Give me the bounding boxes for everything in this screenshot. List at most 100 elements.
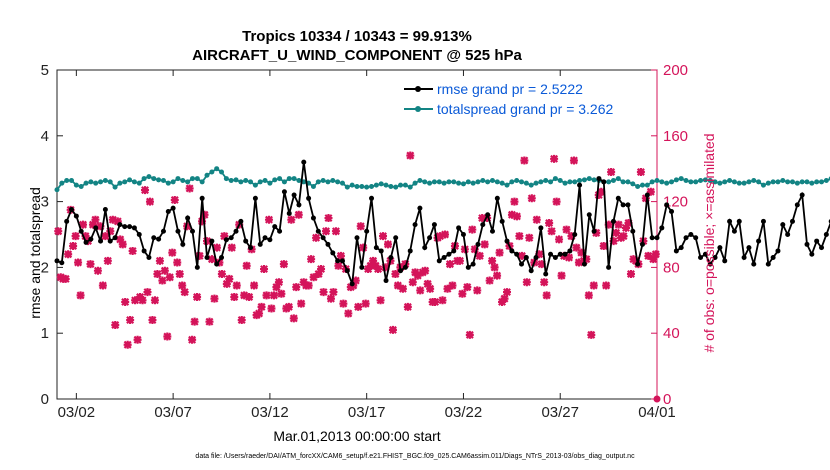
obs-assimilated-point [284, 302, 293, 311]
obs-assimilated-point [170, 195, 179, 204]
obs-assimilated-point [475, 251, 484, 260]
rmse-point [330, 250, 336, 256]
legend: rmse grand pr = 2.5222 totalspread grand… [400, 77, 648, 119]
totalspread-point [243, 178, 249, 184]
obs-assimilated-point [599, 242, 608, 251]
y-tick-label-left: 3 [41, 194, 49, 211]
totalspread-point [485, 179, 491, 185]
obs-assimilated-point [488, 256, 497, 265]
obs-assimilated-point [626, 269, 635, 278]
obs-assimilated-point [240, 291, 249, 300]
rmse-point [422, 245, 428, 251]
rmse-point [199, 195, 205, 201]
y-tick-label-right: 160 [663, 128, 688, 145]
rmse-point [548, 251, 554, 257]
rmse-point [533, 255, 539, 261]
totalspread-point [630, 181, 636, 187]
obs-assimilated-point [113, 217, 122, 226]
totalspread-point [688, 179, 694, 185]
obs-assimilated-point [383, 240, 392, 249]
rmse-point [364, 228, 370, 234]
rmse-point [267, 237, 273, 243]
rmse-point [98, 238, 104, 244]
totalspread-point [73, 182, 79, 188]
totalspread-point [727, 178, 733, 184]
rmse-point [291, 192, 297, 198]
totalspread-point [272, 177, 278, 183]
rmse-point [69, 206, 75, 212]
y-tick-label-right: 80 [663, 259, 680, 276]
obs-assimilated-point [470, 245, 479, 254]
obs-assimilated-point [517, 251, 526, 260]
obs-assimilated-point [624, 218, 633, 227]
rmse-point [528, 268, 534, 274]
rmse-point [315, 228, 321, 234]
obs-assimilated-point [495, 248, 504, 257]
rmse-point [770, 255, 776, 261]
totalspread-point [702, 177, 708, 183]
totalspread-point [746, 179, 752, 185]
rmse-point [131, 225, 137, 231]
totalspread-point [683, 178, 689, 184]
rmse-point [112, 235, 118, 241]
obs-assimilated-point [237, 316, 246, 325]
totalspread-point [620, 179, 626, 185]
obs-assimilated-point [408, 278, 417, 287]
totalspread-point [417, 178, 423, 184]
rmse-point [775, 248, 781, 254]
obs-assimilated-point [651, 250, 660, 259]
rmse-point [610, 218, 616, 224]
rmse-point [741, 255, 747, 261]
totalspread-point [557, 178, 563, 184]
obs-assimilated-point [96, 222, 105, 231]
obs-assimilated-point [64, 250, 73, 259]
obs-assimilated-point [287, 215, 296, 224]
rmse-point [562, 251, 568, 257]
obs-assimilated-point [413, 271, 422, 280]
rmse-point [214, 261, 220, 267]
totalspread-point [335, 179, 341, 185]
rmse-point [64, 218, 70, 224]
rmse-point [620, 202, 626, 208]
obs-assimilated-point [141, 186, 150, 195]
obs-assimilated-point [641, 194, 650, 203]
rmse-point [185, 215, 191, 221]
rmse-point [731, 228, 737, 234]
rmse-point [799, 192, 805, 198]
obs-assimilated-point [443, 284, 452, 293]
totalspread-point [398, 182, 404, 188]
obs-assimilated-point [168, 248, 177, 257]
obs-assimilated-point [334, 261, 343, 270]
obs-assimilated-point [307, 255, 316, 264]
rmse-point [823, 232, 829, 237]
legend-spread-marker [415, 106, 421, 112]
obs-assimilated-point [555, 235, 564, 244]
obs-assimilated-point [317, 265, 326, 274]
obs-assimilated-point [118, 240, 127, 249]
obs-assimilated-point [359, 243, 368, 252]
x-tick-label: 04/01 [638, 404, 676, 421]
totalspread-point [122, 179, 128, 185]
obs-assimilated-point [483, 214, 492, 223]
obs-assimilated-point [232, 281, 241, 290]
rmse-point [369, 195, 375, 201]
totalspread-point [136, 180, 142, 186]
rmse-point [359, 264, 365, 270]
rmse-point [441, 255, 447, 261]
x-tick-label: 03/02 [58, 404, 96, 421]
obs-assimilated-point [111, 320, 120, 329]
obs-assimilated-point [198, 217, 207, 226]
obs-assimilated-point [183, 222, 192, 231]
obs-assimilated-point [507, 210, 516, 219]
obs-assimilated-point [403, 302, 412, 311]
obs-assimilated-point [480, 240, 489, 249]
obs-assimilated-point [242, 261, 251, 270]
rmse-point [581, 261, 587, 267]
obs-assimilated-point [163, 332, 172, 341]
totalspread-point [625, 179, 631, 185]
obs-assimilated-point [165, 273, 174, 282]
totalspread-point [499, 180, 505, 186]
totalspread-point [88, 179, 94, 185]
rmse-point [54, 258, 60, 264]
